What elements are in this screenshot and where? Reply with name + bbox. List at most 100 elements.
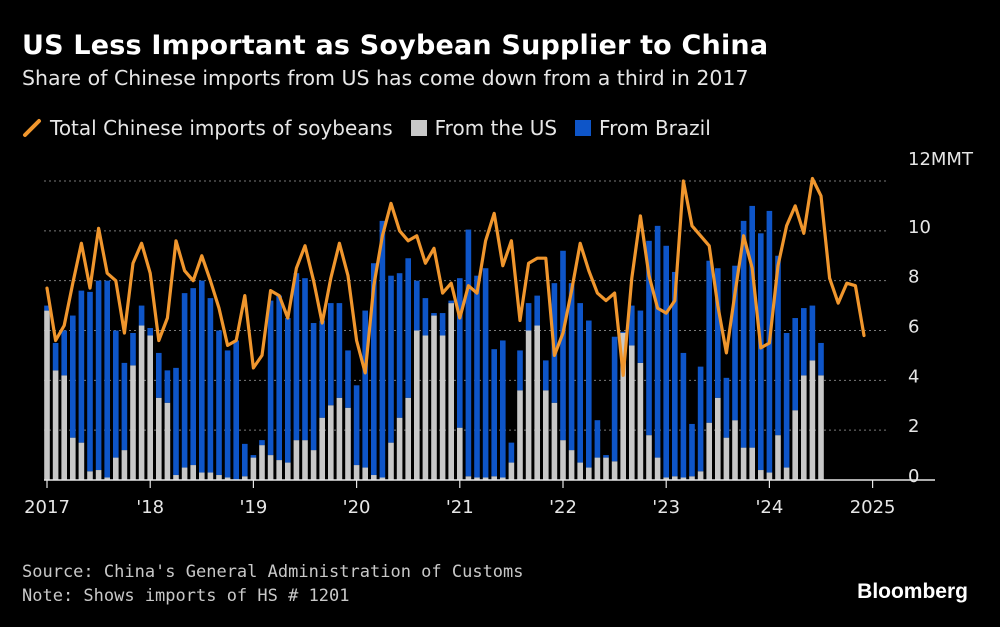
- bar-us: [405, 397, 411, 480]
- bar-brazil: [715, 268, 721, 398]
- bar-brazil: [646, 240, 652, 436]
- bar-us: [637, 362, 644, 480]
- bar-brazil: [809, 305, 816, 361]
- bar-brazil: [216, 330, 222, 476]
- bar-brazil: [508, 442, 515, 463]
- bar-brazil: [439, 313, 446, 336]
- bar-brazil: [173, 367, 179, 476]
- x-tick-label: '21: [446, 497, 474, 518]
- source-text: Source: China's General Administration o…: [22, 562, 524, 582]
- bar-us: [121, 450, 128, 480]
- bar-brazil: [629, 305, 635, 346]
- bar-us: [723, 437, 730, 480]
- bar-us: [173, 475, 179, 480]
- bar-us: [293, 440, 300, 480]
- bar-brazil: [181, 293, 188, 468]
- bar-us: [147, 335, 153, 480]
- bar-brazil: [233, 340, 239, 480]
- bar-brazil: [156, 352, 162, 398]
- bar-brazil: [620, 331, 626, 333]
- bar-us: [388, 442, 394, 480]
- bar-us: [439, 335, 446, 480]
- bar-brazil: [267, 300, 274, 456]
- bar-us: [482, 477, 489, 480]
- bar-us: [61, 375, 67, 480]
- bar-brazil: [190, 288, 196, 466]
- x-tick-label: '22: [549, 497, 577, 518]
- bar-brazil: [697, 366, 704, 472]
- legend: Total Chinese imports of soybeans From t…: [22, 114, 729, 142]
- bar-us: [672, 476, 678, 480]
- legend-item-total: Total Chinese imports of soybeans: [22, 116, 393, 140]
- bar-us: [491, 476, 497, 480]
- bar-brazil: [732, 265, 738, 421]
- bar-brazil: [138, 305, 145, 326]
- legend-label-total: Total Chinese imports of soybeans: [50, 116, 393, 140]
- bar-brazil: [560, 250, 566, 441]
- bar-us: [414, 330, 420, 480]
- bar-brazil: [740, 220, 747, 448]
- bar-us: [474, 477, 480, 480]
- bar-us: [465, 476, 472, 480]
- bar-brazil: [525, 303, 532, 331]
- legend-line-icon: [23, 119, 41, 137]
- bar-us: [190, 465, 196, 480]
- bar-us: [242, 476, 248, 480]
- bar-brazil: [70, 315, 76, 438]
- bar-brazil: [543, 360, 549, 391]
- bar-us: [603, 457, 609, 480]
- bar-brazil: [302, 278, 308, 441]
- bar-brazil: [414, 280, 420, 331]
- bar-us: [534, 325, 540, 480]
- y-tick-label: 8: [908, 267, 919, 288]
- bar-brazil: [500, 340, 506, 478]
- bar-us: [216, 475, 222, 480]
- bar-us: [138, 325, 145, 480]
- source-note: Source: China's General Administration o…: [22, 560, 524, 608]
- bar-us: [663, 477, 669, 480]
- x-tick-label: '23: [652, 497, 680, 518]
- bar-brazil: [199, 280, 205, 473]
- bar-us: [680, 477, 687, 480]
- bar-brazil: [749, 205, 755, 448]
- bar-brazil: [164, 370, 171, 403]
- bar-brazil: [594, 420, 601, 458]
- bar-us: [310, 450, 317, 480]
- bar-brazil: [431, 313, 437, 316]
- legend-item-us: From the US: [410, 116, 557, 140]
- chart-area: 0 2 4 6 8 10 12MMT 2017 '18 '19 '20 '21 '22 '23 '24 202…: [24, 149, 974, 518]
- legend-label-brazil: From Brazil: [599, 116, 711, 140]
- y-tick-label: 12MMT: [908, 149, 974, 170]
- bar-brazil: [87, 291, 93, 472]
- x-tick-label: '20: [343, 497, 371, 518]
- bar-brazil: [672, 271, 678, 477]
- bar-brazil: [95, 280, 102, 471]
- bar-brazil: [818, 342, 824, 376]
- y-tick-label: 4: [908, 366, 919, 387]
- bar-us: [457, 427, 463, 480]
- bar-brazil: [491, 349, 497, 477]
- bar-us: [259, 445, 265, 480]
- bar-brazil: [517, 350, 523, 391]
- bar-us: [267, 455, 274, 480]
- chart-title: US Less Important as Soybean Supplier to…: [22, 30, 769, 61]
- chart-subtitle: Share of Chinese imports from US has com…: [22, 66, 749, 90]
- bar-brazil: [207, 298, 214, 473]
- bar-us: [629, 345, 635, 480]
- bar-brazil: [758, 233, 764, 471]
- bar-brazil: [405, 258, 411, 398]
- bar-brazil: [603, 455, 609, 458]
- bar-brazil: [250, 455, 257, 458]
- bar-brazil: [336, 303, 343, 398]
- bar-us: [775, 435, 781, 480]
- bar-brazil: [422, 298, 429, 336]
- bar-brazil: [706, 260, 712, 423]
- bar-us: [181, 467, 188, 480]
- bar-brazil: [465, 229, 472, 477]
- bar-brazil: [44, 305, 50, 311]
- bar-us: [646, 435, 652, 480]
- bar-us: [689, 476, 695, 480]
- bar-brazil: [482, 268, 489, 478]
- bar-us: [809, 360, 816, 480]
- bar-us: [276, 460, 282, 480]
